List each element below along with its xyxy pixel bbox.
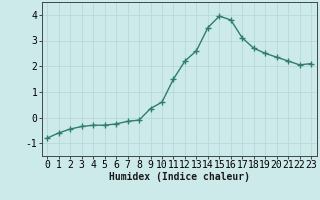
X-axis label: Humidex (Indice chaleur): Humidex (Indice chaleur) — [109, 172, 250, 182]
